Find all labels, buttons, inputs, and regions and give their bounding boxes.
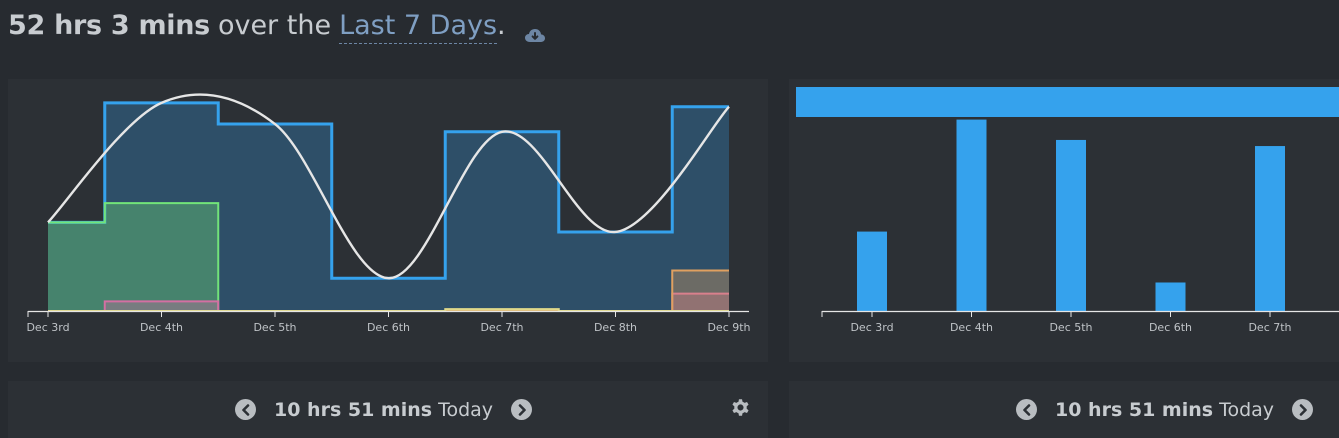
footer-right: 10 hrs 51 mins Today [789,381,1339,438]
next-day-button[interactable] [1292,399,1314,420]
prev-day-button[interactable] [235,399,256,420]
chevron-right-icon [518,403,526,416]
today-total: 10 hrs 51 mins [274,398,433,421]
x-tick-label: Dec 4th [140,321,183,334]
prev-day-button[interactable] [1016,399,1037,420]
footer-left: 10 hrs 51 mins Today [8,381,768,438]
x-tick-label: Dec 4th [950,321,993,334]
chevron-left-icon [241,403,249,416]
summary-middle-text: over the [217,10,332,41]
today-label: Today [438,398,494,421]
cloud-download-icon[interactable] [524,27,546,43]
bar [857,231,887,311]
x-tick-label: Dec 3rd [26,321,69,334]
x-tick-label: Dec 3rd [850,321,893,334]
today-total: 10 hrs 51 mins [1055,398,1214,421]
x-tick-label: Dec 6th [1149,321,1192,334]
x-tick-label: Dec 5th [253,321,296,334]
day-navigator-left: 10 hrs 51 mins Today [235,381,533,438]
date-range-selector[interactable]: Last 7 Days [339,10,498,44]
x-tick-label: Dec 8th [594,321,637,334]
bar [956,119,987,311]
x-tick-label: Dec 7th [480,321,523,334]
next-day-button[interactable] [511,399,533,420]
stacked-activity-chart-panel: Dec 3rd Dec 4th Dec 5th Dec 6th Dec 7th Dec 8… [8,79,768,362]
gear-icon[interactable] [729,396,752,419]
daily-bar-chart-panel: Dec 3rd Dec 4th Dec 5th Dec 6th Dec 7th [789,79,1339,362]
bar [1056,139,1086,311]
daily-bar-chart: Dec 3rd Dec 4th Dec 5th Dec 6th Dec 7th [796,87,1339,334]
chevron-right-icon [1299,403,1307,416]
trend-line [47,93,730,280]
top-summary-bar [796,87,1339,117]
summary-header: 52 hrs 3 mins over the Last 7 Days . [8,10,546,54]
x-tick-label: Dec 7th [1248,321,1291,334]
x-tick-label: Dec 6th [367,321,410,334]
today-label: Today [1219,398,1275,421]
summary-period: . [497,10,506,41]
total-time: 52 hrs 3 mins [8,10,210,41]
x-tick-label: Dec 9th [707,321,750,334]
day-navigator-right: 10 hrs 51 mins Today [1016,381,1314,438]
chevron-left-icon [1022,403,1030,416]
stacked-activity-chart: Dec 3rd Dec 4th Dec 5th Dec 6th Dec 7th Dec 8… [26,93,751,334]
bar [1155,282,1186,311]
x-tick-label: Dec 5th [1049,321,1092,334]
bar [1255,146,1285,311]
